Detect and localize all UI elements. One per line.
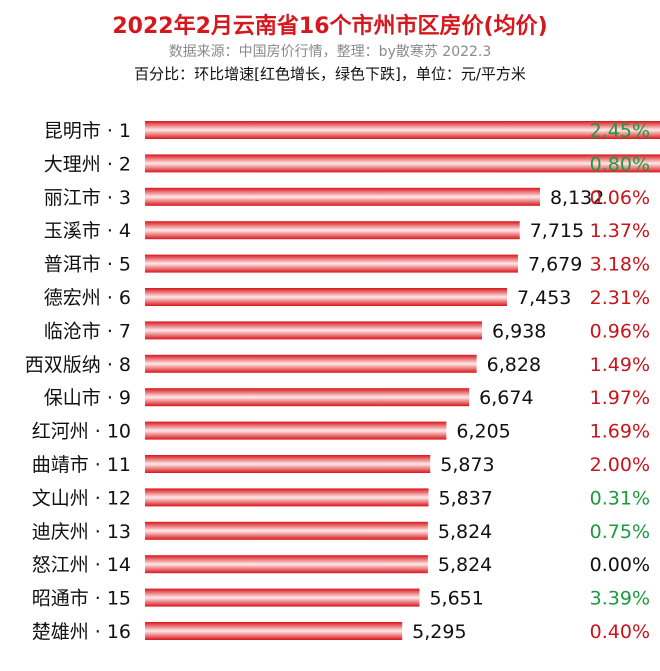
value-label: 6,828 (487, 354, 541, 376)
category-label: 迪庆州 · 13 (32, 521, 131, 543)
value-label: 5,824 (438, 521, 492, 543)
change-label: 2.31% (590, 287, 650, 309)
change-label: 0.31% (590, 487, 650, 509)
chart-note: 百分比：环比增速[红色增长，绿色下跌]，单位：元/平方米 (134, 65, 526, 83)
category-label: 德宏州 · 6 (44, 287, 131, 309)
bar (145, 488, 429, 507)
change-label: 0.40% (590, 621, 650, 643)
category-label: 昭通市 · 15 (32, 588, 131, 610)
category-label: 文山州 · 12 (32, 487, 131, 509)
bar (145, 455, 431, 473)
change-label: 2.45% (590, 120, 650, 142)
value-label: 5,651 (429, 588, 483, 610)
bar (145, 187, 540, 206)
bar (145, 221, 520, 240)
bar (145, 521, 428, 540)
bar (145, 588, 420, 607)
category-label: 昆明市 · 1 (44, 120, 131, 142)
bar (145, 154, 660, 173)
change-label: 3.18% (590, 254, 650, 276)
category-label: 玉溪市 · 4 (44, 220, 131, 242)
category-label: 大理州 · 2 (44, 153, 131, 175)
chart-subtitle: 数据来源：中国房价行情，整理：by散寒苏 2022.3 (168, 44, 492, 60)
value-label: 7,679 (528, 254, 582, 276)
bar (145, 555, 428, 574)
change-label: 0.00% (590, 554, 650, 576)
category-label: 普洱市 · 5 (44, 254, 131, 276)
change-label: 1.69% (590, 421, 650, 443)
category-label: 楚雄州 · 16 (32, 621, 131, 643)
value-label: 7,453 (517, 287, 571, 309)
bar (145, 254, 518, 273)
value-label: 6,938 (492, 320, 546, 342)
bar (145, 421, 447, 440)
bar (145, 388, 470, 407)
category-label: 丽江市 · 3 (44, 187, 131, 209)
change-label: 0.75% (590, 521, 650, 543)
category-label: 怒江州 · 14 (32, 554, 131, 576)
category-label: 临沧市 · 7 (44, 320, 131, 342)
value-label: 5,824 (438, 554, 492, 576)
bar (145, 622, 403, 640)
change-label: 3.39% (590, 588, 650, 610)
value-label: 6,674 (479, 387, 533, 409)
category-label: 保山市 · 9 (44, 387, 131, 409)
value-label: 8,132 (550, 187, 604, 209)
change-label: 0.06% (590, 187, 650, 209)
value-label: 5,837 (439, 487, 493, 509)
change-label: 0.80% (590, 153, 650, 175)
category-label: 曲靖市 · 11 (32, 454, 131, 476)
bar (145, 121, 660, 139)
bar (145, 288, 508, 306)
value-label: 5,873 (440, 454, 494, 476)
bar (145, 321, 482, 340)
change-label: 0.96% (590, 320, 650, 342)
change-label: 1.97% (590, 387, 650, 409)
value-label: 7,715 (530, 220, 584, 242)
value-label: 5,295 (412, 621, 466, 643)
bar (145, 354, 477, 373)
value-label: 6,205 (456, 421, 510, 443)
chart-title: 2022年2月云南省16个市州市区房价(均价) (112, 14, 548, 39)
category-label: 红河州 · 10 (32, 421, 131, 443)
change-label: 1.49% (590, 354, 650, 376)
change-label: 1.37% (590, 220, 650, 242)
change-label: 2.00% (590, 454, 650, 476)
category-label: 西双版纳 · 8 (25, 354, 131, 376)
